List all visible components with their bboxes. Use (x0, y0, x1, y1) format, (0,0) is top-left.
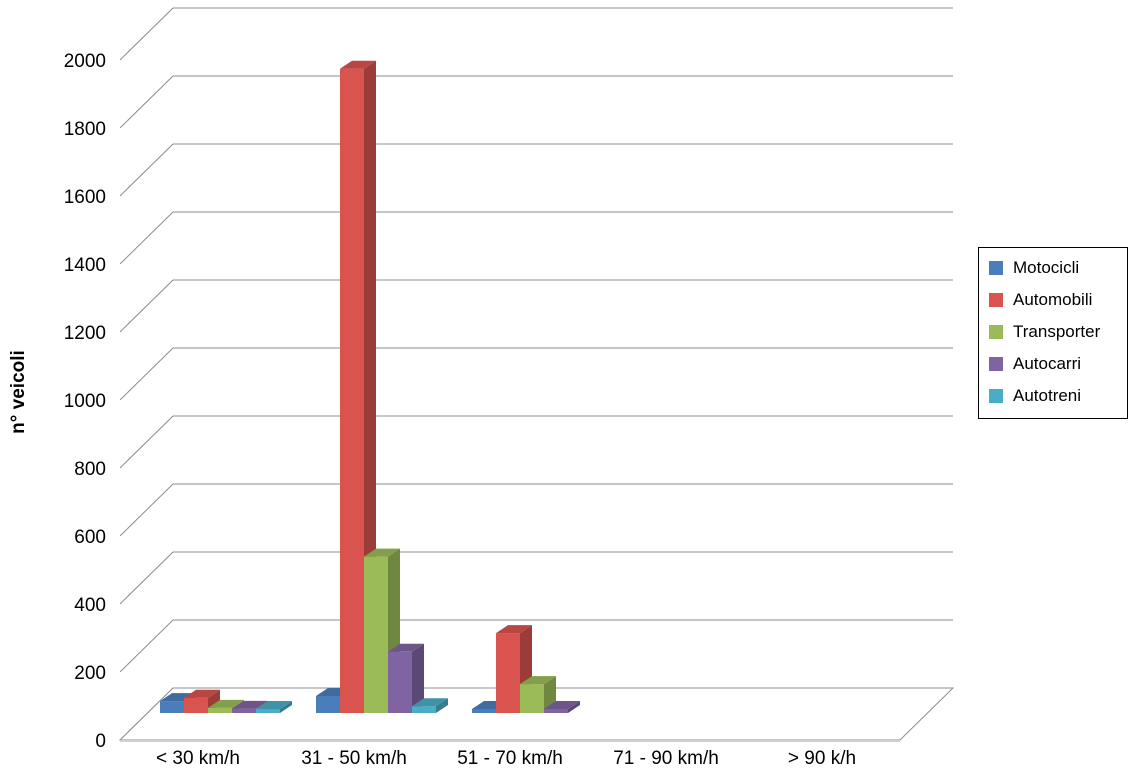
bar-front (256, 709, 280, 713)
bar-top (184, 689, 220, 698)
y-tick-label: 1000 (64, 391, 106, 412)
bar-side (568, 701, 580, 713)
gridline-diagonal (119, 551, 174, 605)
legend-swatch (989, 261, 1003, 275)
bar-top (520, 676, 556, 685)
x-tick-label: 71 - 90 km/h (613, 748, 719, 769)
legend: Motocicli Automobili Transporter Autocar… (978, 247, 1128, 419)
x-tick-label: 31 - 50 km/h (301, 748, 407, 769)
bar-front (208, 707, 232, 713)
bar-top (388, 643, 424, 652)
bar-front (496, 633, 520, 713)
legend-label: Autocarri (1013, 354, 1082, 373)
bar-front (316, 696, 340, 713)
bar-top (412, 698, 448, 707)
gridline-diagonal (119, 619, 174, 673)
x-tick-label: > 90 k/h (788, 748, 856, 769)
bar-top (232, 700, 268, 709)
bar-top (364, 548, 400, 557)
legend-label: Automobili (1013, 290, 1093, 309)
bar-top (544, 701, 580, 709)
gridline-diagonal (119, 75, 174, 129)
legend-item-transporter: Transporter (989, 318, 1100, 346)
legend-swatch (989, 389, 1003, 403)
y-tick-label: 0 (95, 731, 106, 752)
legend-item-autocarri: Autocarri (989, 350, 1081, 378)
floor-edge (120, 740, 900, 742)
bar-front (184, 697, 208, 713)
gridline-diagonal (119, 415, 174, 469)
bars (160, 60, 580, 713)
legend-label: Transporter (1013, 322, 1101, 341)
legend-swatch (989, 357, 1003, 371)
bar-front (544, 709, 568, 713)
y-tick-label: 1200 (64, 323, 106, 344)
bar-side (412, 643, 424, 713)
y-axis-label: n° veicoli (8, 350, 29, 434)
legend-swatch (989, 293, 1003, 307)
gridline-diagonal (119, 211, 174, 265)
y-tick-label: 800 (74, 459, 106, 480)
gridline-diagonal (119, 7, 174, 61)
bar-top (496, 625, 532, 634)
gridline-diagonal (119, 347, 174, 401)
y-tick-label: 1400 (64, 255, 106, 276)
gridline-diagonal (119, 143, 174, 197)
y-tick-label: 1800 (64, 119, 106, 140)
bar-top (340, 60, 376, 69)
bar-front (364, 556, 388, 713)
bar-top (256, 701, 292, 709)
bar-side (280, 701, 292, 713)
legend-label: Autotreni (1013, 386, 1082, 405)
bar-front (520, 684, 544, 713)
legend-item-automobili: Automobili (989, 286, 1092, 314)
bar-front (472, 709, 496, 713)
bar-front (388, 651, 412, 713)
legend-item-autotreni: Autotreni (989, 382, 1081, 410)
gridline-diagonal (119, 279, 174, 333)
bar-front (340, 68, 364, 713)
bar-side (364, 60, 376, 713)
legend-label: Motocicli (1013, 258, 1080, 277)
bar-side (436, 698, 448, 713)
x-tick-label: 51 - 70 km/h (457, 748, 563, 769)
y-tick-label: 600 (74, 527, 106, 548)
y-axis-ticks: 0 200 400 600 800 1000 1200 1400 1600 1800 2000 (64, 51, 106, 752)
bar-top (208, 699, 244, 708)
bar-front (160, 701, 184, 713)
gridline-diagonal (119, 483, 174, 537)
bar-front (412, 706, 436, 713)
x-axis-ticks: < 30 km/h 31 - 50 km/h 51 - 70 km/h 71 - 90… (156, 748, 856, 769)
y-tick-label: 200 (74, 663, 106, 684)
y-tick-label: 400 (74, 595, 106, 616)
gridlines (119, 7, 953, 673)
legend-swatch (989, 325, 1003, 339)
x-tick-label: < 30 km/h (156, 748, 240, 769)
bar-front (232, 708, 256, 713)
y-tick-label: 2000 (64, 51, 106, 72)
legend-item-motocicli: Motocicli (989, 254, 1079, 282)
y-tick-label: 1600 (64, 187, 106, 208)
